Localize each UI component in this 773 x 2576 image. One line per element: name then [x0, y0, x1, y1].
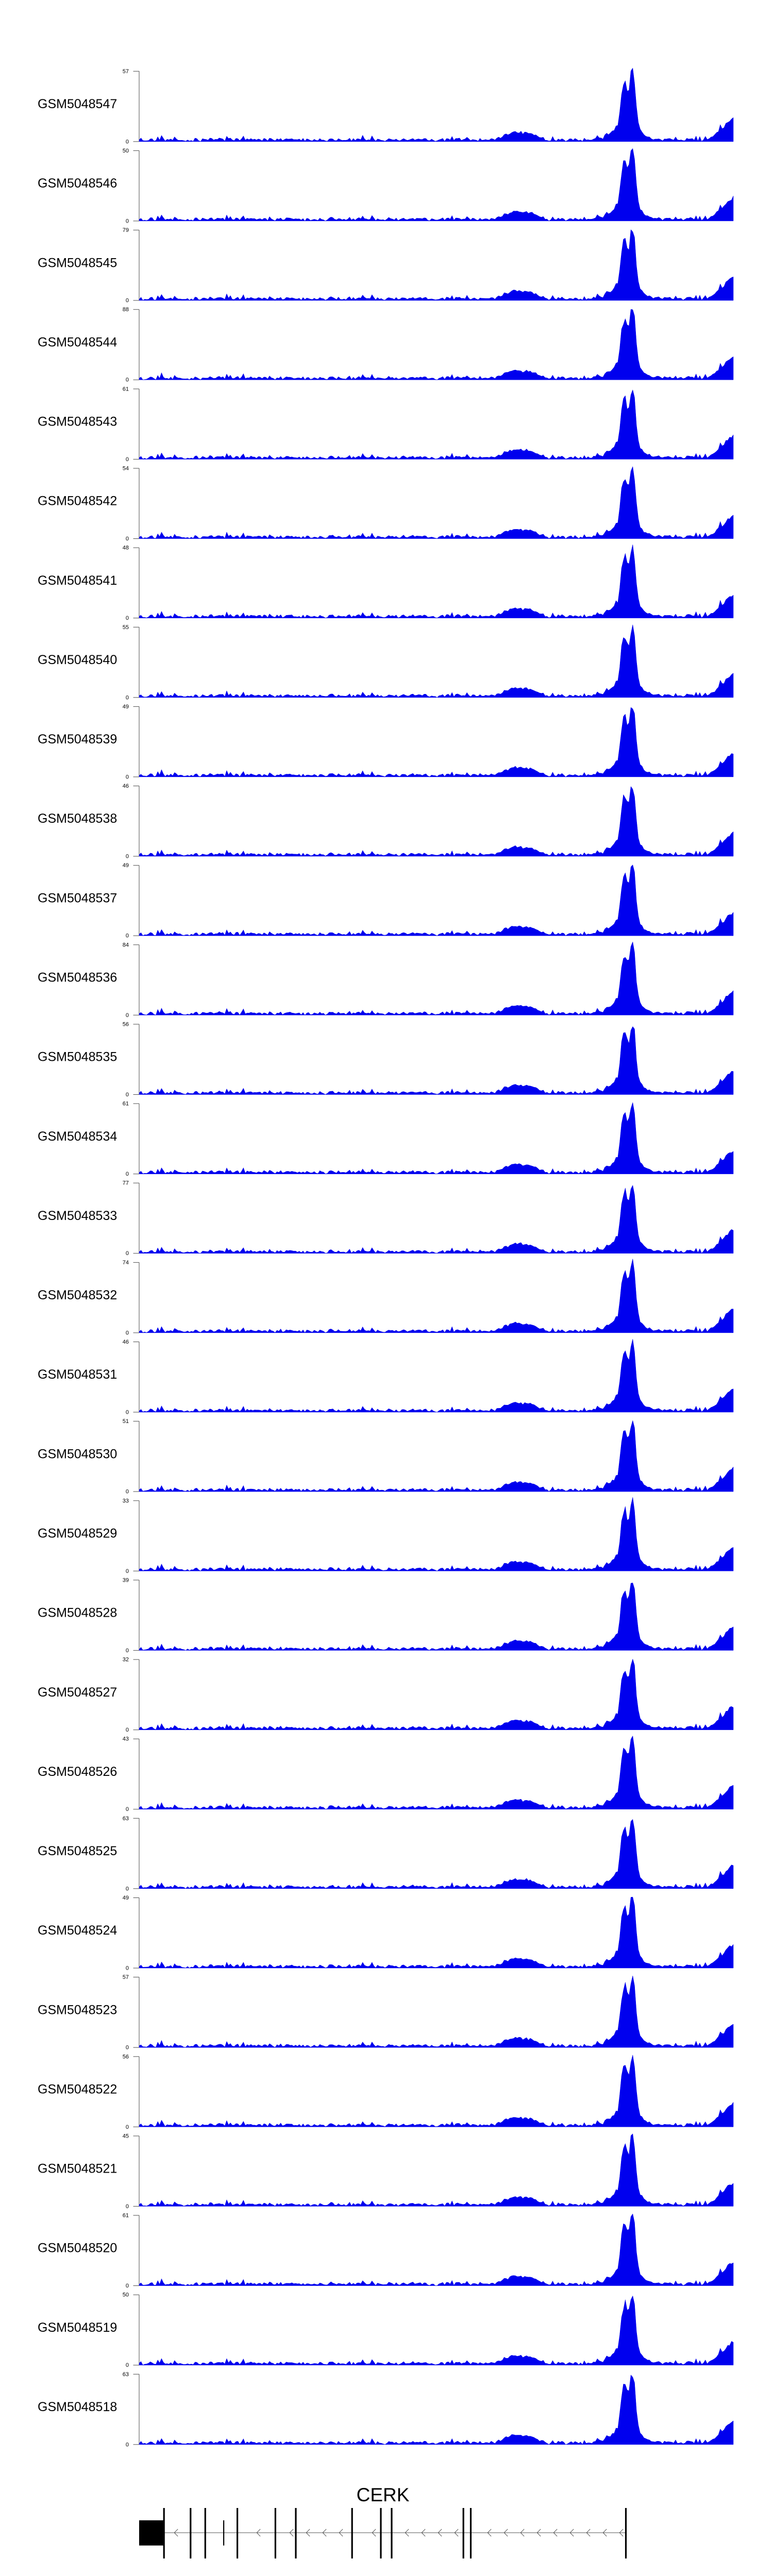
- svg-text:0: 0: [126, 615, 129, 621]
- svg-text:0: 0: [126, 2362, 129, 2368]
- svg-text:56: 56: [123, 2054, 129, 2060]
- svg-text:56: 56: [123, 1022, 129, 1028]
- svg-text:GSM5048527: GSM5048527: [38, 1685, 117, 1700]
- svg-text:0: 0: [126, 1092, 129, 1098]
- svg-text:63: 63: [123, 2371, 129, 2378]
- svg-text:0: 0: [126, 139, 129, 145]
- svg-text:GSM5048547: GSM5048547: [38, 97, 117, 111]
- svg-text:CERK: CERK: [357, 2484, 410, 2505]
- svg-text:0: 0: [126, 298, 129, 304]
- svg-text:GSM5048518: GSM5048518: [38, 2400, 117, 2414]
- svg-text:0: 0: [126, 1886, 129, 1892]
- svg-text:GSM5048538: GSM5048538: [38, 811, 117, 826]
- svg-text:GSM5048533: GSM5048533: [38, 1209, 117, 1223]
- svg-text:88: 88: [123, 307, 129, 313]
- svg-text:57: 57: [123, 69, 129, 75]
- svg-text:84: 84: [123, 942, 129, 948]
- svg-text:GSM5048546: GSM5048546: [38, 176, 117, 191]
- svg-text:57: 57: [123, 1974, 129, 1980]
- svg-text:0: 0: [126, 218, 129, 224]
- svg-text:0: 0: [126, 536, 129, 542]
- svg-text:GSM5048520: GSM5048520: [38, 2241, 117, 2256]
- svg-text:49: 49: [123, 704, 129, 710]
- svg-text:0: 0: [126, 1568, 129, 1574]
- svg-text:39: 39: [123, 1577, 129, 1583]
- svg-text:0: 0: [126, 854, 129, 860]
- svg-text:51: 51: [123, 1418, 129, 1425]
- svg-text:GSM5048536: GSM5048536: [38, 971, 117, 985]
- svg-text:GSM5048539: GSM5048539: [38, 732, 117, 747]
- svg-text:0: 0: [126, 694, 129, 701]
- svg-text:GSM5048540: GSM5048540: [38, 653, 117, 667]
- svg-text:0: 0: [126, 377, 129, 383]
- svg-text:0: 0: [126, 1806, 129, 1812]
- svg-text:0: 0: [126, 1965, 129, 1972]
- svg-text:GSM5048519: GSM5048519: [38, 2320, 117, 2335]
- svg-text:GSM5048528: GSM5048528: [38, 1606, 117, 1620]
- svg-text:33: 33: [123, 1498, 129, 1504]
- svg-text:GSM5048545: GSM5048545: [38, 256, 117, 270]
- svg-text:0: 0: [126, 1250, 129, 1257]
- svg-text:77: 77: [123, 1180, 129, 1187]
- svg-text:32: 32: [123, 1657, 129, 1663]
- svg-text:GSM5048531: GSM5048531: [38, 1367, 117, 1382]
- svg-text:GSM5048541: GSM5048541: [38, 573, 117, 588]
- svg-text:GSM5048543: GSM5048543: [38, 415, 117, 429]
- svg-text:0: 0: [126, 2283, 129, 2289]
- svg-text:GSM5048521: GSM5048521: [38, 2162, 117, 2176]
- svg-text:50: 50: [123, 2292, 129, 2298]
- svg-text:GSM5048523: GSM5048523: [38, 2003, 117, 2017]
- svg-text:79: 79: [123, 227, 129, 233]
- svg-text:74: 74: [123, 1260, 129, 1266]
- svg-text:55: 55: [123, 624, 129, 631]
- svg-text:GSM5048529: GSM5048529: [38, 1527, 117, 1541]
- svg-text:45: 45: [123, 2133, 129, 2139]
- svg-text:0: 0: [126, 1648, 129, 1654]
- svg-text:0: 0: [126, 1727, 129, 1733]
- svg-text:46: 46: [123, 1339, 129, 1345]
- svg-text:GSM5048534: GSM5048534: [38, 1129, 117, 1144]
- svg-text:46: 46: [123, 783, 129, 789]
- svg-text:0: 0: [126, 1489, 129, 1495]
- svg-text:0: 0: [126, 774, 129, 780]
- svg-text:48: 48: [123, 545, 129, 551]
- svg-text:0: 0: [126, 1330, 129, 1336]
- svg-text:50: 50: [123, 148, 129, 154]
- svg-text:GSM5048526: GSM5048526: [38, 1765, 117, 1779]
- svg-text:0: 0: [126, 456, 129, 463]
- svg-text:61: 61: [123, 386, 129, 392]
- svg-text:0: 0: [126, 2124, 129, 2130]
- svg-text:GSM5048542: GSM5048542: [38, 494, 117, 509]
- svg-text:0: 0: [126, 1012, 129, 1019]
- svg-text:GSM5048525: GSM5048525: [38, 1844, 117, 1858]
- svg-text:54: 54: [123, 466, 129, 472]
- svg-text:0: 0: [126, 933, 129, 939]
- svg-text:GSM5048544: GSM5048544: [38, 335, 117, 349]
- svg-text:GSM5048537: GSM5048537: [38, 891, 117, 905]
- svg-text:GSM5048522: GSM5048522: [38, 2082, 117, 2097]
- svg-text:0: 0: [126, 1171, 129, 1177]
- svg-text:0: 0: [126, 1410, 129, 1416]
- svg-text:GSM5048535: GSM5048535: [38, 1050, 117, 1064]
- svg-text:0: 0: [126, 2204, 129, 2210]
- svg-text:GSM5048532: GSM5048532: [38, 1288, 117, 1302]
- svg-text:0: 0: [126, 2045, 129, 2051]
- svg-text:49: 49: [123, 862, 129, 869]
- svg-text:61: 61: [123, 1101, 129, 1107]
- svg-text:63: 63: [123, 1816, 129, 1822]
- svg-text:GSM5048524: GSM5048524: [38, 1923, 117, 1938]
- svg-text:61: 61: [123, 2213, 129, 2219]
- svg-text:0: 0: [126, 2442, 129, 2448]
- svg-text:GSM5048530: GSM5048530: [38, 1447, 117, 1461]
- svg-text:43: 43: [123, 1736, 129, 1742]
- svg-text:49: 49: [123, 1895, 129, 1901]
